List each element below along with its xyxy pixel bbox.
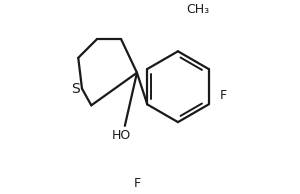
Text: S: S [71,81,80,96]
Text: CH₃: CH₃ [186,3,209,16]
Text: F: F [134,178,140,191]
Text: F: F [220,89,227,102]
Text: HO: HO [112,129,131,142]
